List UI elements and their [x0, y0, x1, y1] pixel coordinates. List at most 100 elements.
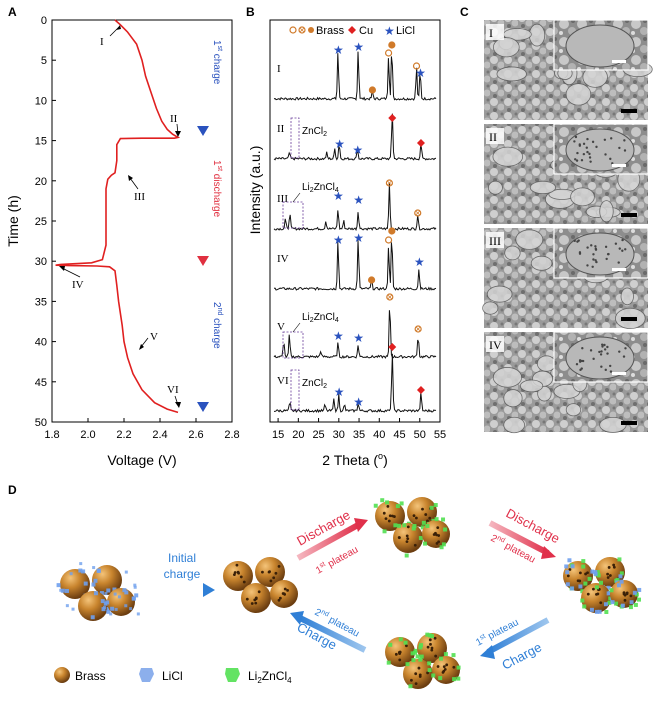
svg-text:ZnCl2: ZnCl2 — [302, 126, 327, 138]
svg-text:Initial: Initial — [168, 551, 196, 565]
svg-text:Brass: Brass — [316, 25, 345, 37]
licl-star-marker: ★ — [353, 193, 364, 207]
panel-a: A 1.8 2.0 2.2 2.4 2.6 2.8 0 5 10 15 20 25 30 35 40 45 5… — [5, 5, 240, 468]
a-ytick-label: 5 — [41, 55, 47, 67]
brass-circle-marker — [388, 41, 396, 49]
xrd-pattern-label: V — [277, 321, 285, 333]
brass-particle — [270, 580, 298, 608]
particle-clusters — [56, 497, 642, 689]
annot-zncl2-VI: ZnCl2 — [290, 369, 327, 411]
licl-star-marker: ★ — [333, 189, 344, 203]
phase-label-2nd-charge: 2nd charge — [211, 302, 223, 349]
phase-label-1st-discharge: 1st discharge — [211, 160, 223, 218]
inset-scale-bar — [612, 268, 626, 271]
licl-star-marker: ★ — [352, 143, 363, 157]
cluster-discharge-1st-plateau — [373, 497, 450, 558]
licl-star-marker: ★ — [333, 329, 344, 343]
svg-text:I: I — [100, 36, 104, 48]
brass-particle — [431, 653, 461, 684]
sem-image-label: IV — [489, 338, 502, 352]
sem-image-4: IV — [484, 331, 649, 434]
brass-circle-marker — [412, 62, 421, 70]
svg-text:LiCl: LiCl — [396, 25, 415, 37]
b-xtick-label: 30 — [333, 429, 345, 441]
a-ytick-label: 10 — [35, 95, 47, 107]
brass-particle — [385, 637, 418, 667]
scale-bar — [621, 421, 637, 425]
xrd-pattern-line — [274, 353, 437, 414]
a-xtick-label: 2.2 — [116, 429, 131, 441]
brass-particle — [422, 517, 450, 550]
cluster-discharge-2nd-plateau — [563, 557, 642, 614]
panel-c-label: C — [460, 5, 469, 19]
b-xtick-label: 45 — [393, 429, 405, 441]
sem-image-2: II — [484, 123, 649, 224]
panel-b-legend: Brass Cu ★ LiCl — [289, 24, 415, 38]
panel-d-label: D — [8, 483, 17, 497]
xrd-pattern-label: IV — [277, 253, 289, 265]
charge-arrowhead-1 — [197, 126, 209, 136]
marker-II: II — [170, 113, 181, 137]
inset-scale-bar — [612, 372, 626, 375]
a-ytick-label: 45 — [35, 377, 47, 389]
svg-text:Discharge: Discharge — [504, 505, 563, 546]
b-xtick-label: 20 — [292, 429, 304, 441]
charge-arrow-2nd-plateau: 2nd plateau Charge — [290, 607, 367, 653]
scale-bar — [621, 213, 637, 217]
brass-particle — [609, 579, 642, 610]
sem-image-3: III — [482, 227, 649, 330]
svg-text:II: II — [170, 113, 178, 125]
a-xtick-label: 2.8 — [224, 429, 239, 441]
brass-circle-marker — [385, 179, 394, 187]
cu-diamond-marker — [388, 343, 397, 351]
cu-diamond-marker — [416, 139, 425, 147]
brass-circle-marker — [368, 86, 377, 94]
legend-licl-star: ★ — [384, 24, 395, 38]
svg-text:Li2ZnCl4: Li2ZnCl4 — [302, 312, 339, 324]
svg-text:Li2ZnCl4: Li2ZnCl4 — [302, 182, 339, 194]
inset-scale-bar — [612, 164, 626, 167]
cluster-charge-1st-plateau — [385, 632, 461, 689]
svg-text:III: III — [134, 191, 145, 203]
panel-b-ylabel: Intensity (a.u.) — [247, 146, 263, 235]
a-xtick-label: 2.6 — [188, 429, 203, 441]
licl-star-marker: ★ — [333, 233, 344, 247]
a-ytick-label: 25 — [35, 216, 47, 228]
licl-star-marker: ★ — [334, 137, 345, 151]
brass-particle — [255, 557, 285, 587]
panel-a-ylabel: Time (h) — [5, 195, 21, 247]
a-ytick-label: 0 — [41, 15, 47, 27]
scale-bar — [621, 317, 637, 321]
sem-image-label: II — [489, 130, 497, 144]
xrd-pattern-line — [273, 310, 437, 359]
licl-star-marker: ★ — [353, 331, 364, 345]
a-xtick-label: 1.8 — [44, 429, 59, 441]
licl-star-marker: ★ — [353, 40, 364, 54]
a-ytick-label: 15 — [35, 136, 47, 148]
xrd-pattern-line — [273, 240, 437, 291]
licl-star-marker: ★ — [353, 395, 364, 409]
cu-diamond-marker — [416, 386, 425, 394]
brass-particle — [223, 561, 253, 591]
brass-circle-marker — [414, 325, 422, 333]
cluster-charged — [223, 557, 298, 613]
gcd-curve — [55, 19, 181, 414]
svg-text:ZnCl2: ZnCl2 — [302, 378, 327, 390]
a-ytick-label: 50 — [35, 417, 47, 429]
cu-diamond-marker — [388, 114, 397, 122]
licl-star-marker: ★ — [334, 385, 345, 399]
b-xtick-label: 40 — [373, 429, 385, 441]
licl-star-marker: ★ — [353, 231, 364, 245]
panel-a-yticks: 0 5 10 15 20 25 30 35 40 45 50 — [35, 15, 56, 429]
brass-particle — [393, 523, 423, 558]
legend-cu-diamond — [348, 26, 356, 34]
brass-particle — [241, 583, 271, 613]
a-ytick-label: 30 — [35, 256, 47, 268]
brass-particle — [91, 565, 122, 596]
inset-scale-bar — [612, 60, 626, 63]
licl-star-marker: ★ — [414, 255, 425, 269]
